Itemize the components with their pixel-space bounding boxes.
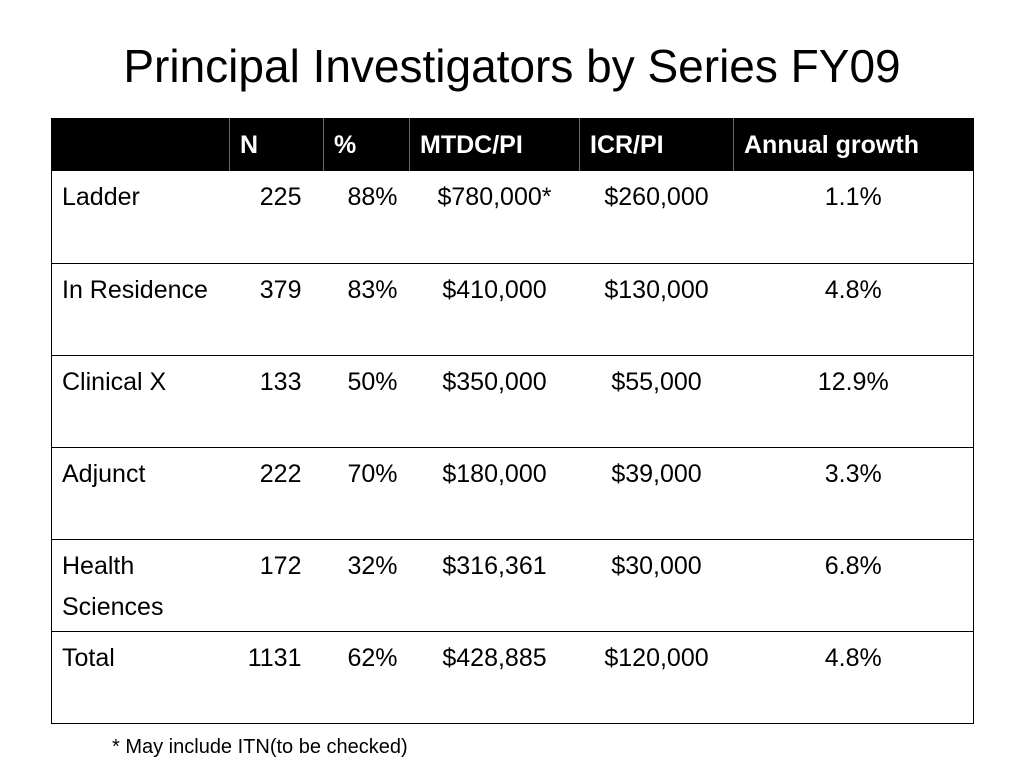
row-label: In Residence: [62, 275, 208, 304]
header-cell-pct: %: [323, 118, 410, 171]
slide-title: Principal Investigators by Series FY09: [123, 40, 901, 92]
table-row: Ladder 225 88% $780,000* $260,000 1.1%: [51, 171, 974, 263]
header-cell-growth: Annual growth: [733, 118, 974, 171]
row-label: Adjunct: [62, 459, 146, 488]
cell-icr: $120,000: [604, 643, 709, 672]
table-row: Clinical X 133 50% $350,000 $55,000 12.9…: [51, 355, 974, 447]
cell-n: 172: [259, 551, 302, 580]
cell-n: 379: [259, 275, 302, 304]
cell-icr: $30,000: [611, 551, 702, 580]
row-label: Clinical X: [62, 367, 167, 396]
cell-mtdc: $410,000: [442, 275, 547, 304]
cell-pct: 83%: [347, 275, 398, 304]
cell-growth: 3.3%: [824, 459, 882, 488]
row-label: Ladder: [62, 183, 140, 211]
cell-n: 222: [259, 459, 302, 488]
cell-n: 225: [259, 183, 302, 211]
cell-pct: 50%: [347, 367, 398, 396]
table-row: In Residence 379 83% $410,000 $130,000 4…: [51, 263, 974, 355]
cell-growth: 4.8%: [824, 275, 882, 304]
cell-mtdc: $350,000: [442, 367, 547, 396]
cell-growth: 4.8%: [824, 643, 882, 672]
cell-pct: 70%: [347, 459, 398, 488]
pi-series-table: N % MTDC/PI ICR/PI Annual growth Ladder …: [51, 118, 974, 724]
header-cell-label: [51, 118, 230, 171]
cell-growth: 12.9%: [817, 367, 889, 396]
row-label: Health Sciences: [62, 551, 164, 621]
cell-pct: 32%: [347, 551, 398, 580]
cell-pct: 88%: [347, 183, 398, 211]
row-label: Total: [62, 643, 115, 672]
cell-mtdc: $428,885: [442, 643, 547, 672]
cell-growth: 6.8%: [824, 551, 882, 580]
footnote: * May include ITN(to be checked): [112, 736, 408, 758]
cell-growth: 1.1%: [824, 183, 882, 211]
cell-mtdc: $316,361: [442, 551, 547, 580]
table-row-total: Total 1131 62% $428,885 $120,000 4.8%: [52, 631, 974, 723]
table-row: Adjunct 222 70% $180,000 $39,000 3.3%: [51, 447, 974, 539]
cell-icr: $260,000: [604, 183, 709, 211]
table-header-row: N % MTDC/PI ICR/PI Annual growth: [51, 118, 974, 171]
cell-mtdc: $180,000: [442, 459, 547, 488]
cell-pct: 62%: [347, 643, 398, 672]
header-cell-n: N: [229, 118, 324, 171]
cell-n: 1131: [247, 643, 302, 672]
cell-mtdc: $780,000*: [437, 183, 552, 211]
cell-n: 133: [259, 367, 302, 396]
cell-icr: $39,000: [611, 459, 702, 488]
header-cell-icr: ICR/PI: [579, 118, 734, 171]
table-row: Health Sciences 172 32% $316,361 $30,000…: [51, 539, 974, 631]
cell-icr: $55,000: [611, 367, 702, 396]
header-cell-mtdc: MTDC/PI: [409, 118, 580, 171]
cell-icr: $130,000: [604, 275, 709, 304]
